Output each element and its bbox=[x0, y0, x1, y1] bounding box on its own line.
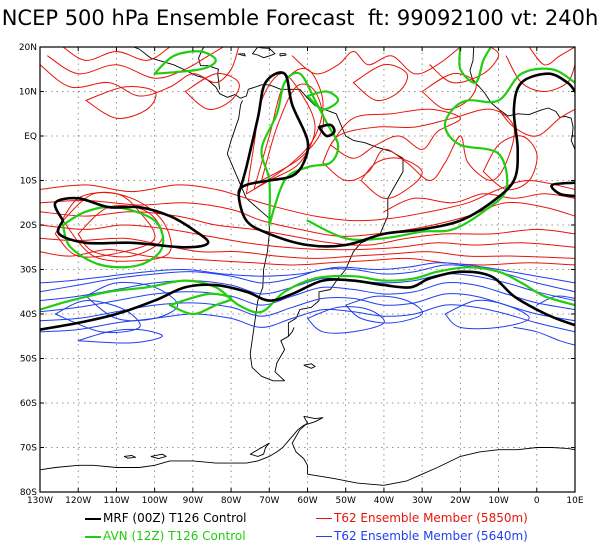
contour-t62-ensemble-member-5850m-22 bbox=[352, 64, 408, 102]
x-tick-label: 50W bbox=[336, 496, 356, 506]
contour-t62-ensemble-member-5850m-15 bbox=[482, 135, 538, 191]
contour-avn-12z-t126-control-4 bbox=[306, 90, 340, 111]
coastline-13 bbox=[150, 453, 167, 460]
coastline-12 bbox=[249, 442, 270, 457]
x-tick-label: 0 bbox=[534, 496, 540, 506]
contour-mrf-00z-t126-control-4 bbox=[317, 123, 336, 138]
contour-t62-ensemble-member-5850m-28 bbox=[383, 193, 575, 213]
contour-avn-12z-t126-control-2 bbox=[61, 205, 165, 269]
contour-t62-ensemble-member-5850m-20 bbox=[85, 86, 157, 119]
contour-t62-ensemble-member-5850m-26 bbox=[429, 47, 500, 84]
contour-t62-ensemble-member-5850m-24 bbox=[505, 55, 575, 92]
contour-mrf-00z-t126-control-2 bbox=[237, 71, 575, 248]
contour-mrf-00z-t126-control-0 bbox=[40, 270, 575, 331]
contour-avn-12z-t126-control-6 bbox=[153, 50, 217, 75]
x-tick-label: 100W bbox=[142, 496, 168, 506]
x-tick-label: 30W bbox=[412, 496, 432, 506]
contour-t62-ensemble-member-5640m-3 bbox=[40, 293, 575, 322]
contour-avn-12z-t126-control-5 bbox=[306, 67, 575, 242]
y-tick-label: 10N bbox=[19, 88, 37, 98]
contour-t62-ensemble-member-5850m-16 bbox=[47, 47, 224, 79]
coastline-11 bbox=[291, 416, 575, 486]
contour-t62-ensemble-member-5850m-17 bbox=[40, 47, 240, 97]
contour-t62-ensemble-member-5850m-19 bbox=[184, 72, 240, 111]
contour-avn-12z-t126-control-7 bbox=[458, 47, 492, 84]
contour-t62-ensemble-member-5850m-4 bbox=[40, 180, 575, 222]
contour-t62-ensemble-member-5640m-9 bbox=[345, 295, 423, 324]
contour-t62-ensemble-member-5640m-13 bbox=[513, 326, 575, 346]
y-tick-label: 10S bbox=[20, 177, 37, 187]
coastline-15 bbox=[123, 455, 136, 459]
contour-t62-ensemble-member-5850m-12 bbox=[322, 108, 515, 182]
contour-t62-ensemble-member-5850m-23 bbox=[421, 72, 477, 111]
coastline-10 bbox=[40, 415, 324, 471]
y-tick-label: 20S bbox=[20, 221, 37, 231]
contour-t62-ensemble-member-5850m-5 bbox=[40, 249, 575, 266]
contour-t62-ensemble-member-5640m-8 bbox=[54, 300, 141, 334]
contour-t62-ensemble-member-5850m-14 bbox=[360, 157, 423, 200]
contour-t62-ensemble-member-5850m-21 bbox=[291, 47, 461, 75]
x-tick-label: 20W bbox=[450, 496, 470, 506]
coastline-8 bbox=[469, 47, 475, 71]
coastline-5 bbox=[279, 53, 287, 57]
chart-title: NCEP 500 hPa Ensemble Forecast ft: 99092… bbox=[1, 6, 599, 30]
contour-t62-ensemble-member-5850m-11 bbox=[261, 83, 324, 181]
coastline-0 bbox=[226, 100, 243, 163]
contour-t62-ensemble-member-5640m-11 bbox=[307, 306, 385, 334]
contour-t62-ensemble-member-5850m-8 bbox=[77, 205, 164, 258]
x-tick-label: 110W bbox=[103, 496, 129, 506]
contour-t62-ensemble-member-5640m-7 bbox=[85, 281, 179, 322]
y-tick-label: EQ bbox=[24, 132, 37, 142]
coastline-7 bbox=[469, 70, 575, 150]
y-tick-label: 30S bbox=[20, 266, 37, 276]
series-layer bbox=[40, 47, 575, 346]
coastline-14 bbox=[288, 327, 295, 337]
y-tick-label: 40S bbox=[20, 310, 37, 320]
y-tick-label: 60S bbox=[20, 399, 37, 409]
x-tick-label: 10E bbox=[566, 496, 583, 506]
x-tick-label: 130W bbox=[27, 496, 53, 506]
contour-t62-ensemble-member-5640m-5 bbox=[40, 262, 575, 284]
contour-avn-12z-t126-control-1 bbox=[168, 292, 233, 316]
x-tick-label: 70W bbox=[259, 496, 279, 506]
y-tick-label: 80S bbox=[20, 488, 37, 498]
x-tick-label: 40W bbox=[374, 496, 394, 506]
y-tick-label: 70S bbox=[20, 444, 37, 454]
contour-t62-ensemble-member-5850m-3 bbox=[40, 237, 575, 259]
contour-t62-ensemble-member-5640m-10 bbox=[444, 299, 530, 330]
contour-t62-ensemble-member-5640m-2 bbox=[40, 281, 575, 313]
grid-layer bbox=[40, 47, 575, 492]
contour-t62-ensemble-member-5850m-2 bbox=[40, 224, 575, 251]
y-tick-label: 20N bbox=[19, 43, 37, 53]
coastline-4 bbox=[252, 47, 276, 59]
contour-t62-ensemble-member-5640m-12 bbox=[536, 295, 575, 306]
contour-t62-ensemble-member-5850m-0 bbox=[40, 199, 575, 237]
contour-avn-12z-t126-control-3 bbox=[260, 71, 340, 227]
contour-t62-ensemble-member-5850m-27 bbox=[528, 47, 575, 66]
y-tick-label: 50S bbox=[20, 355, 37, 365]
x-tick-label: 80W bbox=[221, 496, 241, 506]
contour-avn-12z-t126-control-0 bbox=[40, 266, 575, 314]
contour-t62-ensemble-member-5850m-18 bbox=[62, 47, 171, 61]
contour-t62-ensemble-member-5640m-4 bbox=[40, 304, 575, 333]
x-tick-label: 10W bbox=[488, 496, 508, 506]
contour-t62-ensemble-member-5850m-25 bbox=[498, 108, 575, 137]
contour-t62-ensemble-member-5850m-10 bbox=[253, 68, 324, 190]
x-tick-label: 120W bbox=[65, 496, 91, 506]
contour-mrf-00z-t126-control-1 bbox=[53, 196, 210, 249]
contour-t62-ensemble-member-5850m-13 bbox=[329, 108, 461, 159]
coastline-9 bbox=[303, 363, 316, 369]
x-tick-label: 90W bbox=[183, 496, 203, 506]
coastline-6 bbox=[237, 53, 246, 57]
contour-t62-ensemble-member-5640m-6 bbox=[77, 328, 163, 344]
x-tick-label: 60W bbox=[297, 496, 317, 506]
contour-mrf-00z-t126-control-3 bbox=[550, 181, 575, 198]
